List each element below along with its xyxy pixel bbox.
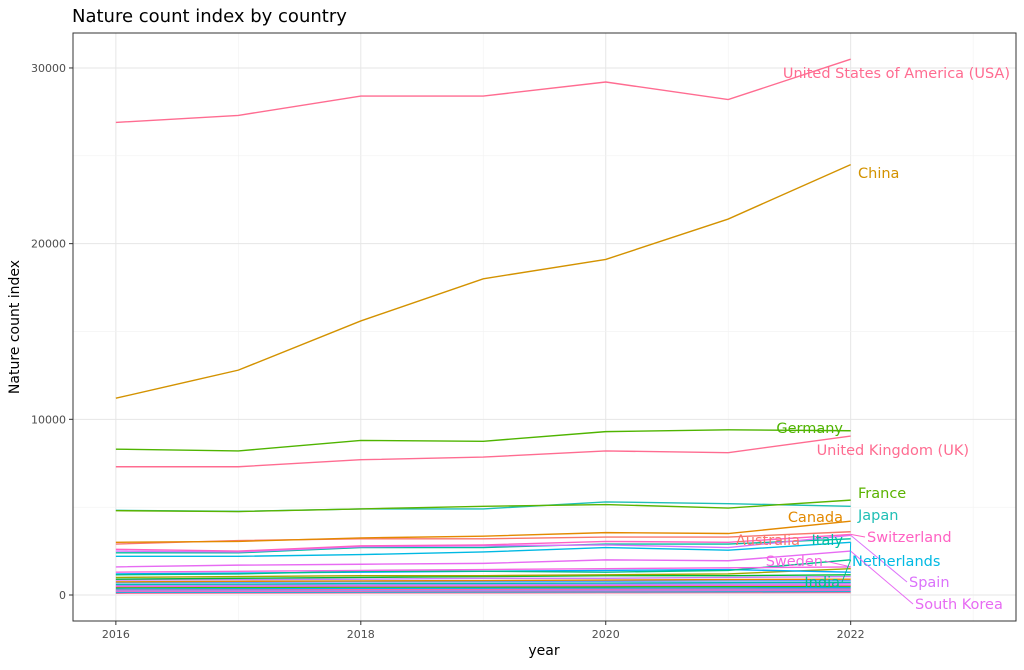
series-line-netherlands xyxy=(115,541,851,558)
series-label: India xyxy=(804,575,840,591)
series-label: United Kingdom (UK) xyxy=(817,443,969,459)
series-label: China xyxy=(858,166,899,182)
series-line-germany xyxy=(115,429,851,452)
x-tick-label: 2022 xyxy=(837,628,865,641)
series-label: United States of America (USA) xyxy=(783,66,1010,82)
series-line-canada xyxy=(115,520,851,543)
series-line xyxy=(115,581,851,586)
series-line-india xyxy=(115,559,851,576)
x-tick-label: 2018 xyxy=(347,628,375,641)
series-line xyxy=(115,584,851,588)
plot-panel-border xyxy=(72,32,1017,622)
series-line xyxy=(115,586,851,590)
y-tick-label: 20000 xyxy=(31,238,66,251)
series-line xyxy=(115,574,851,580)
series-label: Canada xyxy=(788,510,843,526)
label-connector xyxy=(850,534,908,583)
series-line-spain xyxy=(115,534,851,553)
label-connector xyxy=(850,550,914,605)
x-tick-label: 2020 xyxy=(592,628,620,641)
series-line xyxy=(115,575,851,581)
series-line xyxy=(115,588,851,592)
label-connector xyxy=(850,533,866,538)
series-line xyxy=(115,578,851,583)
series-line-sweden xyxy=(115,566,851,573)
series-label: Spain xyxy=(909,575,950,591)
series-line-france xyxy=(115,499,851,513)
y-tick-label: 10000 xyxy=(31,413,66,426)
series-label: Germany xyxy=(776,421,843,437)
series-label: Italy xyxy=(812,533,844,549)
series-label: Netherlands xyxy=(852,554,940,570)
series-line xyxy=(115,589,851,593)
series-line xyxy=(115,585,851,589)
label-connector xyxy=(849,542,852,562)
y-tick-label: 30000 xyxy=(31,62,66,75)
x-tick-label: 2016 xyxy=(102,628,130,641)
axes: 2016 2018 2020 2022 0 10000 20000 30000 xyxy=(31,62,865,641)
series-line-switzerland xyxy=(115,533,851,552)
chart-title: Nature count index by country xyxy=(72,6,347,27)
series-lines xyxy=(115,58,851,594)
label-connector xyxy=(841,559,852,583)
series-line-australia xyxy=(115,531,851,545)
series-label: Australia xyxy=(736,533,800,549)
series-label: Switzerland xyxy=(867,530,952,546)
x-axis-label: year xyxy=(528,643,559,659)
y-tick-label: 0 xyxy=(59,589,66,602)
series-line-south-korea xyxy=(115,550,851,568)
series-label: Sweden xyxy=(766,554,823,570)
series-label: France xyxy=(858,486,906,502)
series-line-china xyxy=(115,163,851,399)
series-line xyxy=(115,579,851,584)
series-line-united-kingdom-uk- xyxy=(115,435,851,468)
series-line xyxy=(115,591,851,594)
series-line xyxy=(115,567,851,579)
label-connector xyxy=(824,560,851,568)
y-axis-label: Nature count index xyxy=(7,260,23,394)
series-line xyxy=(115,590,851,594)
gridlines xyxy=(73,33,1016,621)
series-label: South Korea xyxy=(915,597,1003,613)
series-labels: United States of America (USA) China Germa… xyxy=(736,66,1010,613)
series-line xyxy=(115,582,851,587)
series-line-italy xyxy=(115,538,851,554)
series-label: Japan xyxy=(857,508,898,524)
series-line xyxy=(115,587,851,591)
series-line-united-states-of-america-usa- xyxy=(115,58,851,124)
